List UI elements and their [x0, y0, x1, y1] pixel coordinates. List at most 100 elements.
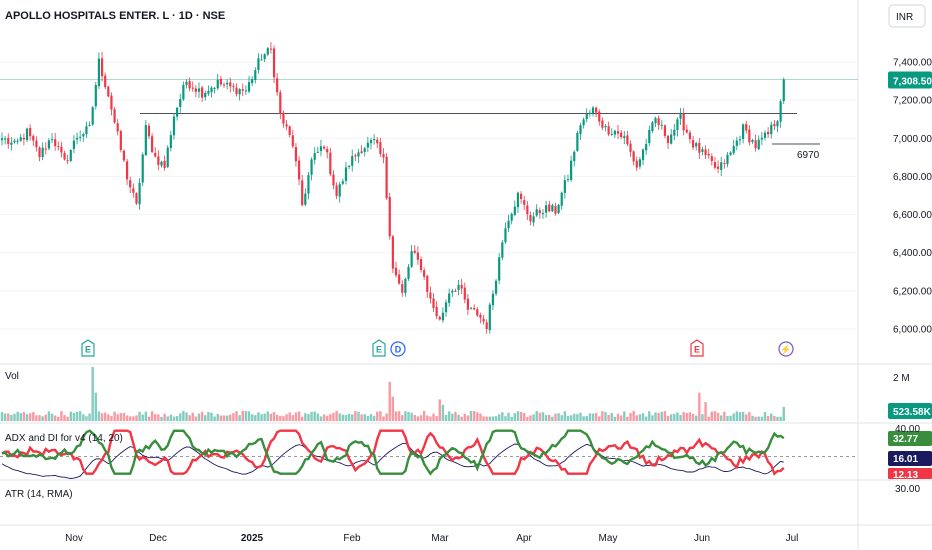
candle-body: [423, 270, 426, 277]
candle-body: [469, 307, 473, 309]
volume-bar: [582, 416, 585, 421]
candle-body: [344, 167, 348, 181]
candle: [332, 170, 335, 190]
candle-body: [760, 137, 763, 140]
volume-bar: [391, 396, 395, 421]
volume-bar: [401, 415, 404, 421]
candle: [66, 154, 69, 165]
candle: [191, 81, 194, 92]
event-marker-earnings[interactable]: E: [81, 339, 95, 357]
candle: [138, 178, 141, 210]
volume-bar: [244, 411, 248, 421]
volume-bar: [419, 415, 423, 421]
volume-bar: [748, 412, 751, 421]
event-marker-earnings[interactable]: E: [690, 339, 704, 357]
candle: [104, 72, 107, 90]
volume-bar: [548, 414, 551, 421]
currency-button[interactable]: INR: [888, 4, 926, 28]
candle-body: [388, 197, 391, 237]
volume-bar: [47, 411, 51, 421]
volume-bar: [169, 414, 173, 421]
volume-bar: [457, 414, 460, 421]
candle-body: [451, 290, 454, 293]
candle-body: [779, 101, 782, 122]
candle: [435, 301, 438, 320]
candle-body: [391, 236, 394, 269]
candle-body: [176, 107, 179, 117]
minus-di-badge-text: 12.13: [893, 470, 918, 481]
candle: [757, 135, 760, 151]
candle-body: [741, 124, 745, 139]
volume-bar: [472, 411, 476, 421]
candle-body: [60, 146, 63, 153]
candle-body: [510, 213, 513, 221]
candle-body: [260, 59, 263, 61]
candle: [50, 133, 54, 144]
volume-bar: [166, 416, 169, 421]
candle-body: [441, 312, 445, 321]
volume-bar: [91, 367, 94, 421]
candle: [654, 116, 657, 127]
candle: [516, 191, 520, 213]
candle-body: [604, 125, 607, 128]
volume-bar: [163, 413, 166, 421]
volume-bar: [523, 413, 526, 421]
volume-bar: [720, 415, 723, 421]
candle-body: [132, 188, 135, 193]
candle: [760, 131, 763, 146]
candle: [607, 121, 610, 137]
event-label: E: [694, 345, 700, 355]
candle-body: [460, 284, 463, 289]
candle-body: [194, 88, 197, 92]
volume-bar: [773, 415, 776, 421]
candle-body: [119, 131, 122, 151]
volume-bar: [716, 412, 720, 421]
candle: [391, 234, 394, 274]
candle: [326, 146, 329, 159]
candle: [444, 299, 448, 317]
volume-bar: [13, 413, 16, 421]
candle: [673, 123, 676, 141]
candle: [16, 138, 19, 145]
volume-bar: [388, 381, 391, 421]
candle-body: [404, 278, 407, 293]
adx-badge: 16.01: [888, 451, 932, 466]
candle: [376, 136, 379, 149]
volume-bar: [376, 411, 379, 421]
candle: [548, 200, 551, 213]
event-markers[interactable]: E E D E ⚡: [81, 339, 794, 357]
volume-bar: [760, 416, 764, 421]
volume-bar: [682, 412, 685, 421]
event-badge: [390, 341, 406, 357]
volume-bar: [782, 406, 785, 421]
volume-bar: [185, 412, 188, 421]
candle: [279, 89, 282, 120]
candle-body: [257, 58, 260, 70]
candle-body: [110, 95, 113, 110]
candle-body: [776, 121, 779, 127]
volume-bar: [241, 410, 244, 421]
volume-bar: [735, 411, 739, 421]
candle-body: [657, 118, 660, 126]
event-marker-split[interactable]: ⚡: [778, 341, 794, 357]
volume-bar: [138, 411, 141, 421]
candle: [97, 52, 101, 90]
candle-body: [660, 124, 663, 126]
volume-bar: [698, 392, 701, 421]
candle-body: [347, 165, 351, 167]
event-marker-earnings[interactable]: E: [372, 339, 386, 357]
event-marker-dividend[interactable]: D: [390, 341, 406, 357]
candle-body: [301, 180, 304, 206]
candle: [301, 174, 304, 207]
volume-bar: [538, 412, 542, 421]
candle-body: [473, 307, 476, 310]
volume-bar: [144, 411, 148, 421]
volume-bar: [300, 416, 304, 421]
candle-body: [479, 314, 482, 318]
candle: [544, 200, 548, 218]
candle-body: [394, 267, 398, 276]
candle: [666, 134, 670, 149]
candle: [60, 141, 63, 158]
candle-body: [57, 146, 60, 148]
